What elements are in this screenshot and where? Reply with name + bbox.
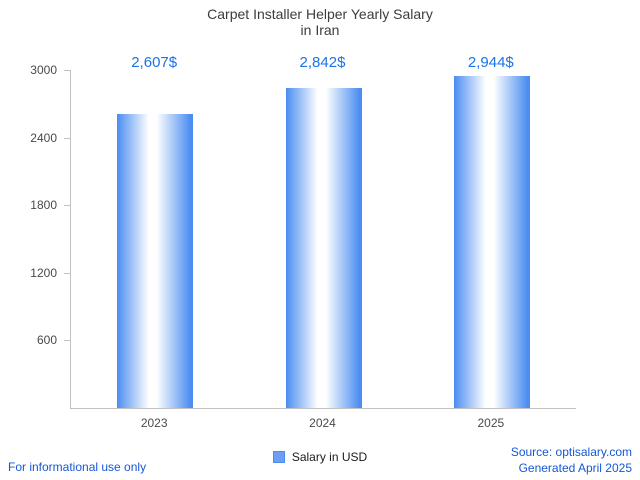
chart-title: Carpet Installer Helper Yearly Salary (207, 6, 433, 22)
bar-value-label: 2,842$ (299, 54, 346, 71)
generated-date: Generated April 2025 (518, 461, 632, 475)
y-axis-tick-label: 2400 (30, 130, 57, 145)
bar-2023 (117, 114, 194, 408)
source-link[interactable]: Source: optisalary.com (510, 445, 632, 459)
x-axis-category-label: 2023 (140, 416, 168, 430)
legend: Salary in USD (0, 450, 640, 464)
x-axis-category-label: 2025 (477, 416, 505, 430)
y-axis-tick-label: 1800 (30, 198, 57, 213)
y-axis-tick-mark (64, 137, 70, 139)
y-axis-tick-mark (64, 70, 70, 71)
y-axis-tick-label: 3000 (30, 63, 57, 77)
y-axis-tick-label: 1200 (30, 265, 57, 280)
y-axis: 600 1200 1800 2400 3000 (0, 63, 70, 408)
x-axis-labels: 2023 2024 2025 (70, 416, 575, 432)
y-axis-tick-mark (64, 340, 70, 342)
y-axis-tick-mark (64, 272, 70, 274)
chart-subtitle: in Iran (300, 22, 340, 38)
legend-swatch (272, 451, 285, 463)
y-axis-tick-label: 600 (36, 333, 57, 348)
x-axis-category-label: 2024 (309, 416, 336, 430)
bar-2024 (285, 87, 362, 408)
legend-label: Salary in USD (291, 450, 368, 464)
y-axis-tick-mark (64, 205, 70, 207)
value-labels-row: 2,607$ 2,842$ 2,944$ (70, 54, 575, 72)
bar-2025 (453, 76, 530, 408)
footer-right: Source: optisalary.com Generated April 2… (511, 444, 632, 476)
plot-area (70, 70, 576, 409)
bar-value-label: 2,944$ (467, 54, 514, 71)
disclaimer-text: For informational use only (8, 460, 147, 474)
bar-value-label: 2,607$ (131, 54, 178, 71)
